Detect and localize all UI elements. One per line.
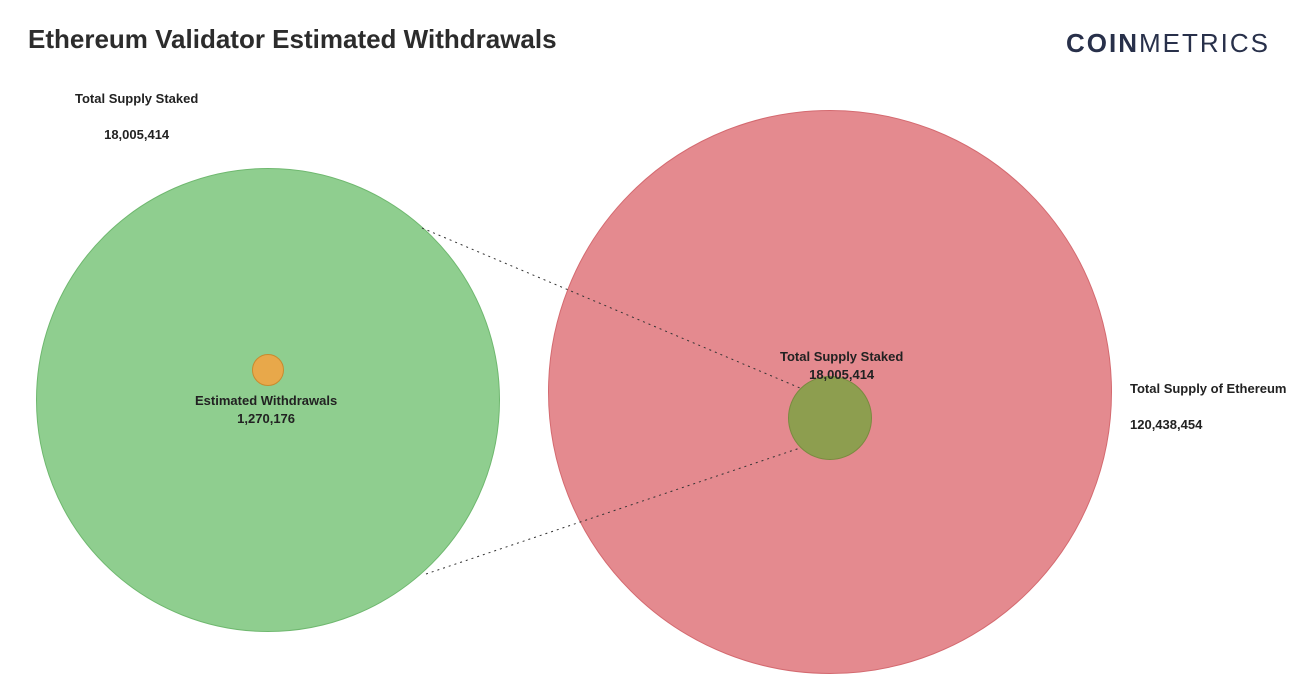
chart-title: Ethereum Validator Estimated Withdrawals: [28, 24, 557, 55]
right-outer-label-value: 120,438,454: [1130, 416, 1287, 434]
right-inner-label-value: 18,005,414: [780, 366, 903, 384]
left-inner-label: Estimated Withdrawals 1,270,176: [195, 392, 337, 428]
right-outer-label-text: Total Supply of Ethereum: [1130, 381, 1287, 396]
right-outer-label: Total Supply of Ethereum 120,438,454: [1130, 380, 1287, 435]
right-inner-circle: [788, 376, 872, 460]
right-inner-label: Total Supply Staked 18,005,414: [780, 348, 903, 384]
right-inner-label-text: Total Supply Staked: [780, 349, 903, 364]
brand-suffix: METRICS: [1139, 28, 1270, 58]
left-inner-circle: [252, 354, 284, 386]
left-outer-label: Total Supply Staked 18,005,414: [75, 90, 198, 145]
brand-logo: COINMETRICS: [1066, 28, 1270, 59]
left-outer-label-value: 18,005,414: [75, 126, 198, 144]
left-inner-label-value: 1,270,176: [195, 410, 337, 428]
left-outer-label-text: Total Supply Staked: [75, 91, 198, 106]
left-inner-label-text: Estimated Withdrawals: [195, 393, 337, 408]
brand-prefix: COIN: [1066, 28, 1139, 58]
